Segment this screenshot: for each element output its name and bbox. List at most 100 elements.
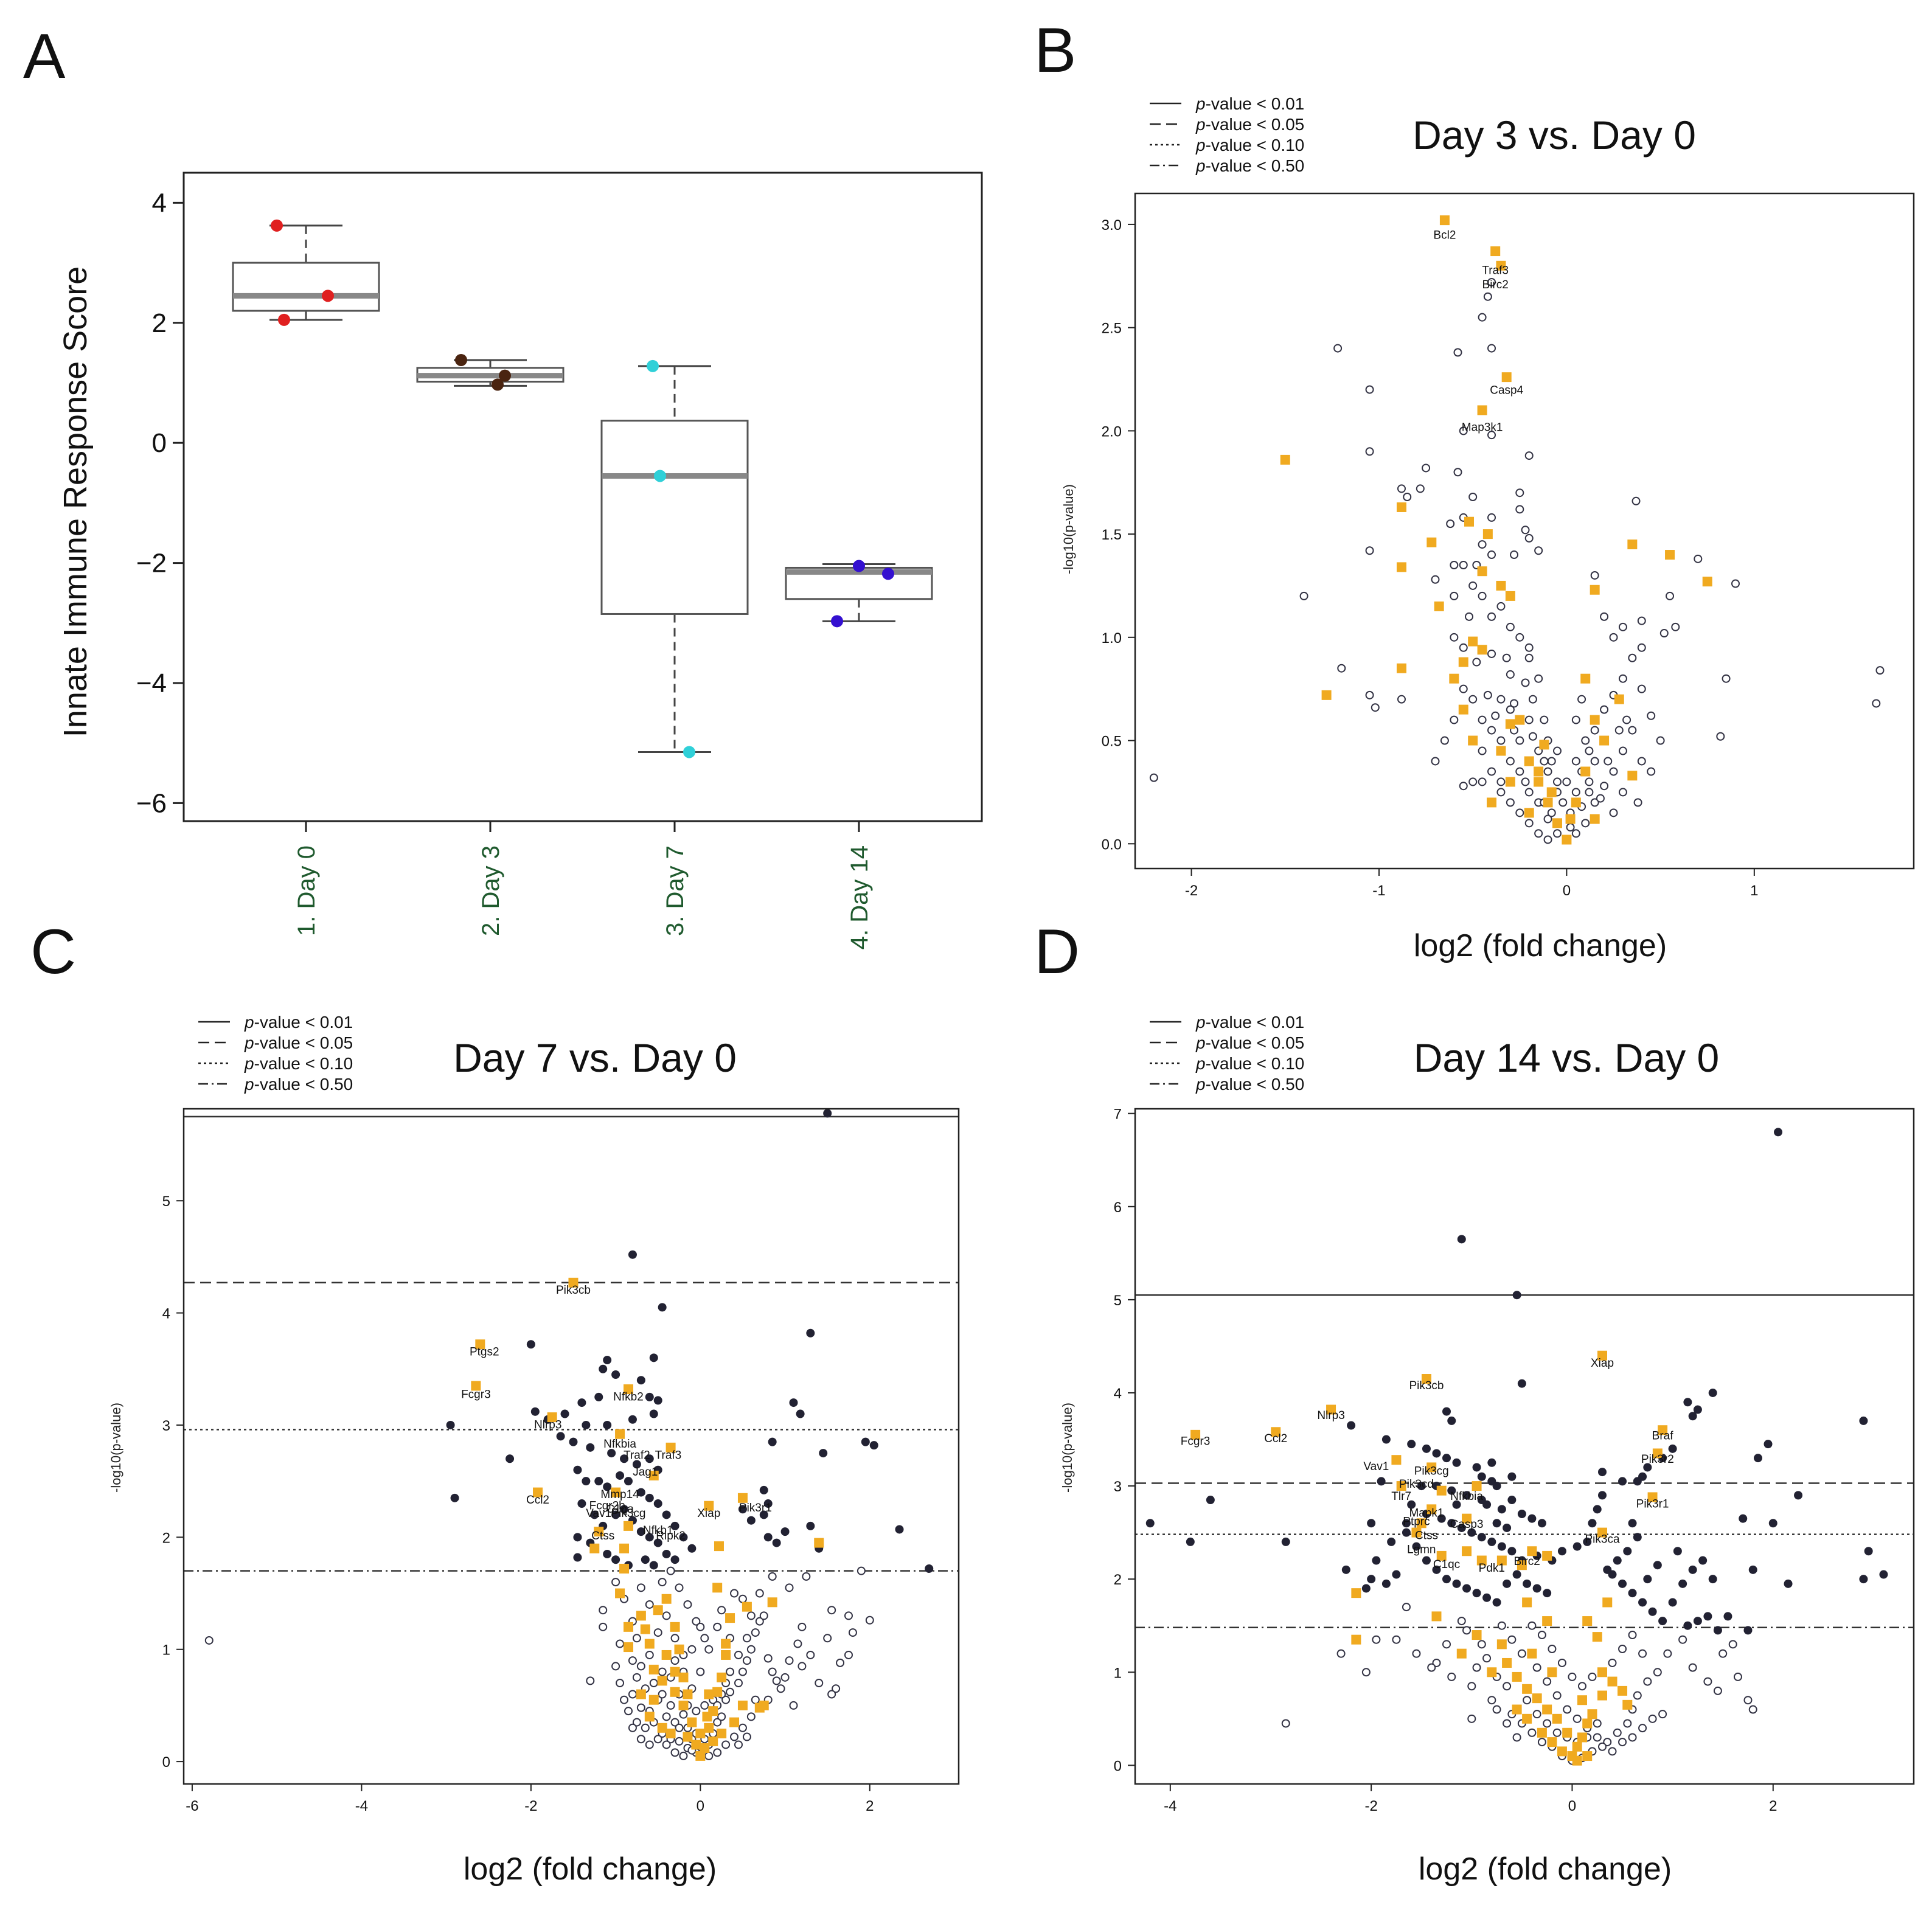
panel-b-xtick-label: -2: [1185, 883, 1198, 899]
panel-d-point-highlighted: [1647, 1492, 1658, 1502]
panel-c-point-significant: [450, 1493, 459, 1502]
panel-b-point-highlighted: [1515, 715, 1525, 725]
panel-c-point: [620, 1695, 629, 1704]
panel-c-point-significant: [823, 1109, 832, 1118]
panel-c-point-highlighted: [589, 1543, 600, 1553]
panel-d-point: [1523, 1696, 1532, 1705]
panel-c-point-significant: [746, 1516, 756, 1525]
panel-b-point: [1515, 736, 1524, 745]
panel-d-point-highlighted: [1411, 1527, 1422, 1538]
panel-b-point: [1453, 468, 1462, 477]
panel-d-point-significant: [1507, 1547, 1517, 1556]
panel-b-point: [1468, 777, 1478, 786]
panel-b-point: [1524, 643, 1534, 652]
panel-d-gene-label: Pik3r2: [1641, 1453, 1674, 1466]
panel-d-point-highlighted: [1597, 1690, 1607, 1701]
panel-d-point-significant: [1452, 1458, 1461, 1467]
panel-c-point-highlighted: [475, 1339, 485, 1350]
panel-d-point: [1392, 1635, 1401, 1644]
panel-c-point: [844, 1650, 853, 1659]
panel-d-point: [1507, 1635, 1517, 1644]
legend-label: p-value < 0.50: [1195, 156, 1304, 175]
panel-c-point-significant: [645, 1533, 654, 1542]
panel-b-point: [1562, 777, 1571, 786]
panel-b-point: [1528, 732, 1537, 741]
panel-d-point: [1537, 1738, 1546, 1747]
panel-b-point: [1506, 670, 1515, 679]
panel-d-point-significant: [1145, 1519, 1155, 1528]
panel-b-point-highlighted: [1590, 715, 1600, 725]
legend-label: p-value < 0.05: [244, 1033, 353, 1052]
panel-d-point-significant: [1537, 1519, 1546, 1528]
panel-d-gene-label: Pdk1: [1479, 1562, 1505, 1575]
panel-b-point: [1618, 622, 1627, 631]
panel-c-point-significant: [806, 1328, 815, 1338]
panel-b-point: [1622, 715, 1631, 724]
panel-c-volcano: p-value < 0.01p-value < 0.05 p-value < 0.…: [108, 1013, 960, 1887]
panel-b-point-highlighted: [1534, 766, 1544, 777]
panel-b-title: Day 3 vs. Day 0: [1413, 113, 1696, 158]
panel-d-volcano: p-value < 0.01p-value < 0.05 p-value < 0.…: [1060, 1013, 1915, 1887]
panel-d-point-highlighted: [1587, 1709, 1597, 1719]
panel-d-point-significant: [1623, 1547, 1632, 1556]
panel-c-point-highlighted: [712, 1583, 723, 1593]
panel-d-point-significant: [1583, 1537, 1592, 1546]
panel-c-point: [755, 1617, 764, 1626]
panel-d-point-highlighted: [1618, 1685, 1628, 1696]
panel-c-gene-label: Ccl2: [526, 1494, 549, 1507]
panel-b-gene-label: Map3k1: [1462, 421, 1503, 434]
panel-c-point: [776, 1684, 785, 1693]
panel-c-gene-label: Fcgr2b: [589, 1499, 625, 1512]
panel-d-point: [1613, 1728, 1622, 1737]
panel-b-point: [1590, 571, 1599, 580]
panel-b-point: [1618, 746, 1627, 755]
panel-c-point: [666, 1566, 675, 1575]
panel-d-point-significant: [1512, 1570, 1521, 1579]
panel-c-point: [848, 1628, 857, 1637]
panel-c-xtick-label: 2: [866, 1798, 874, 1814]
panel-b-point-highlighted: [1552, 818, 1562, 828]
panel-c-gene-label: Nfkbia: [603, 1438, 636, 1451]
panel-d-point: [1678, 1635, 1687, 1644]
panel-b-point: [1875, 666, 1885, 675]
panel-d-point-significant: [1467, 1528, 1476, 1537]
panel-b-point-highlighted: [1477, 405, 1487, 415]
panel-c-point: [832, 1684, 841, 1693]
panel-b-point: [1459, 561, 1468, 570]
panel-d-gene-label: Nlrp3: [1317, 1409, 1344, 1422]
legend-label: p-value < 0.10: [244, 1054, 353, 1073]
panel-d-point-significant: [1447, 1519, 1456, 1528]
panel-c-point: [763, 1654, 773, 1663]
panel-c-point-highlighted: [533, 1487, 543, 1497]
panel-c-gene-label: Ctss: [591, 1530, 614, 1542]
panel-b-point: [1547, 757, 1556, 766]
panel-b-point: [1487, 612, 1496, 621]
panel-d-point-significant: [1422, 1444, 1431, 1453]
panel-d-point-significant: [1462, 1491, 1472, 1500]
panel-c-point-significant: [577, 1499, 586, 1508]
panel-b-point: [1528, 695, 1537, 704]
panel-b-point: [1540, 757, 1549, 766]
panel-a-ytick-label: 0: [152, 428, 167, 458]
panel-d-gene-label: Ctss: [1415, 1529, 1438, 1542]
panel-b-point: [1506, 622, 1515, 631]
panel-c-point-highlighted: [683, 1689, 693, 1699]
panel-d-point: [1653, 1668, 1662, 1677]
panel-b-point: [1483, 292, 1492, 301]
panel-d-point-highlighted: [1271, 1427, 1281, 1437]
panel-a-category-label: 1. Day 0: [293, 845, 320, 936]
panel-d-point-highlighted: [1517, 1560, 1527, 1570]
panel-d-point: [1593, 1733, 1602, 1742]
panel-c-point-significant: [506, 1454, 515, 1463]
panel-c-point-significant: [594, 1477, 603, 1486]
panel-d-point-significant: [1698, 1556, 1708, 1565]
panel-b-point-highlighted: [1477, 645, 1487, 655]
panel-d-gene-label: Braf: [1652, 1430, 1674, 1443]
panel-d-point: [1588, 1672, 1597, 1681]
panel-d-point-highlighted: [1462, 1513, 1472, 1524]
legend-label: p-value < 0.01: [1195, 1013, 1304, 1032]
panel-c-point-highlighted: [678, 1700, 689, 1710]
panel-b-point: [1506, 798, 1515, 807]
panel-b-point-highlighted: [1565, 814, 1576, 824]
panel-c-point-highlighted: [657, 1676, 667, 1686]
